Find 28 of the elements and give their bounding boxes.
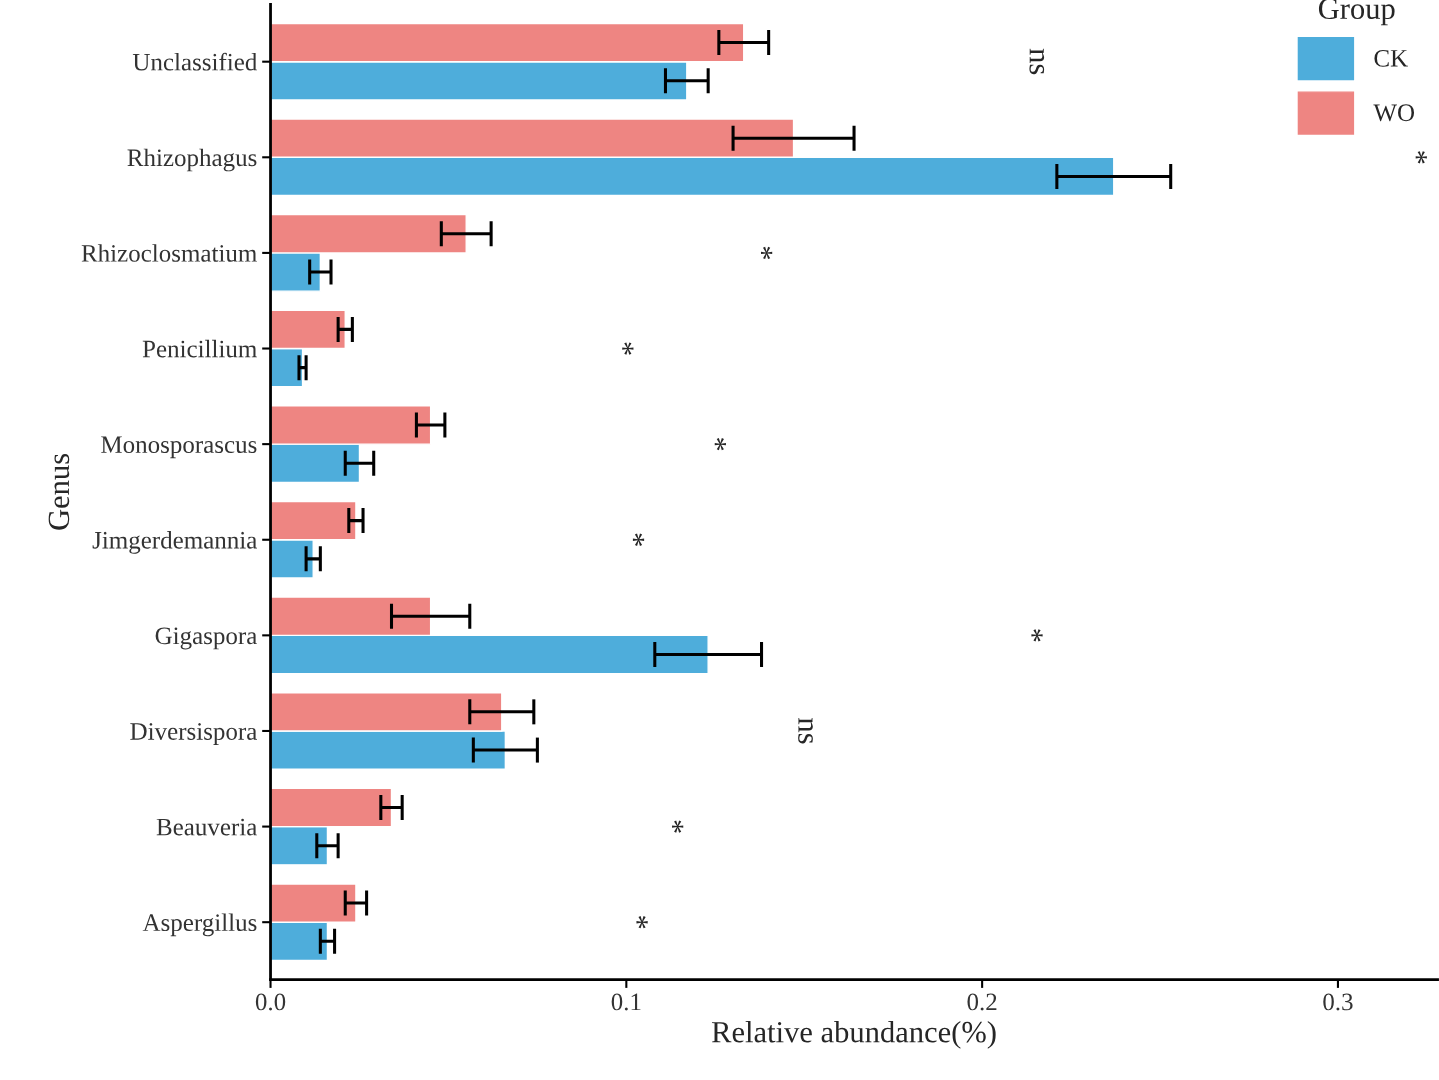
legend-label: WO: [1373, 104, 1415, 122]
annotation: ns: [798, 718, 813, 744]
y-tick-label: Unclassified: [132, 52, 258, 71]
x-tick-label: 0.2: [967, 993, 997, 1011]
y-tick-label: Gigaspora: [155, 627, 257, 650]
y-tick-label: Jimgerdemannia: [92, 531, 257, 554]
annotation: *: [636, 916, 648, 929]
annotation: *: [714, 437, 726, 451]
x-tick-label: 0.1: [611, 993, 641, 1011]
annotation: *: [761, 246, 773, 260]
annotation: *: [1031, 629, 1043, 642]
annotation: *: [632, 533, 645, 546]
y-tick-label: Aspergillus: [142, 913, 257, 937]
x-tick-label: 0.3: [1323, 993, 1353, 1011]
x-tick-label: 0.0: [255, 993, 286, 1011]
y-tick-label: Monosporascus: [101, 436, 257, 459]
annotation: ns: [1029, 48, 1045, 75]
legend-label: CK: [1374, 49, 1408, 67]
annotation: *: [672, 820, 684, 833]
y-tick-label: Diversispora: [130, 723, 257, 745]
y-tick-label: Penicillium: [142, 339, 257, 358]
annotation: *: [1415, 151, 1427, 164]
y-tick-label: Beauveria: [156, 818, 257, 836]
y-tick-label: Rhizoclosmatium: [81, 244, 257, 262]
y-axis-title: Genus: [48, 454, 70, 530]
x-axis-title: Relative abundance(%): [711, 1020, 996, 1049]
annotation: *: [622, 342, 634, 355]
y-tick-label: Rhizophagus: [127, 148, 257, 172]
